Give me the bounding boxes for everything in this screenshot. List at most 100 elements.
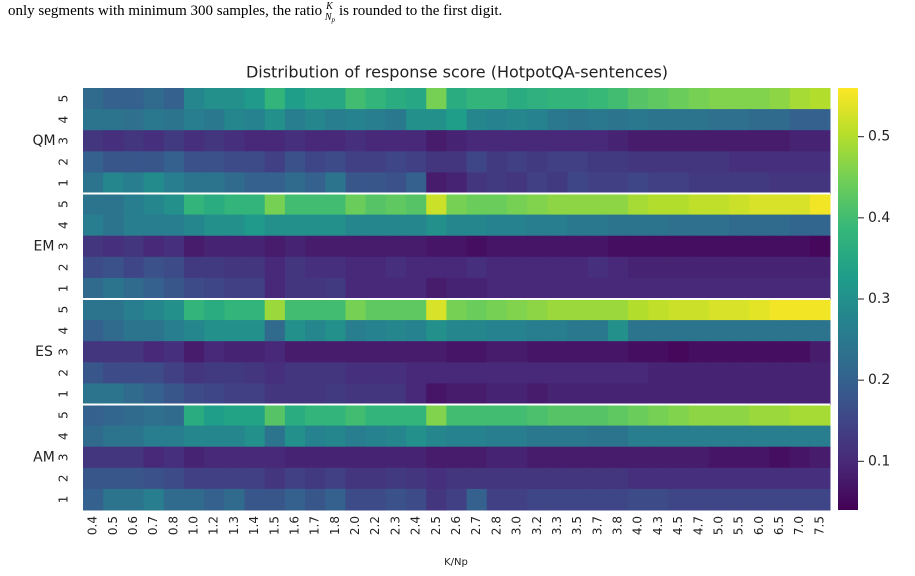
heatmap-cell <box>123 109 145 131</box>
heatmap-cell <box>163 446 185 469</box>
heatmap-cell <box>284 467 306 490</box>
heatmap-cell <box>183 109 205 131</box>
heatmap-cell <box>123 88 145 110</box>
heatmap-cell <box>769 235 791 258</box>
heatmap-cell <box>708 404 730 427</box>
heatmap-cell <box>244 151 266 173</box>
heatmap-cell <box>284 320 306 342</box>
heatmap-cell <box>103 425 124 448</box>
heatmap-cell <box>769 467 791 490</box>
x-tick-label: 1.3 <box>227 516 241 535</box>
heatmap-cell <box>587 362 609 384</box>
heatmap-cell <box>426 130 447 152</box>
heatmap-cell <box>123 235 145 258</box>
heatmap-cell <box>506 130 528 152</box>
heatmap-cell <box>506 383 528 405</box>
heatmap-cell <box>143 172 165 194</box>
caption-fraction: K <box>325 1 334 12</box>
heatmap-cell <box>668 130 690 152</box>
heatmap-cell <box>305 88 326 110</box>
heatmap-cell <box>385 109 407 131</box>
x-tick-label: 0.8 <box>166 516 180 535</box>
heatmap-cell <box>183 341 205 363</box>
heatmap-cell <box>648 109 669 131</box>
heatmap-cell <box>83 256 104 279</box>
heatmap-cell <box>809 383 831 405</box>
y-tick-label: 5 <box>57 95 71 103</box>
heatmap-cell <box>506 467 528 490</box>
y-tick-label: 4 <box>57 327 71 335</box>
caption-fraction: N <box>324 12 333 23</box>
heatmap-cell <box>446 130 468 152</box>
heatmap-cell <box>729 88 750 110</box>
heatmap-cell <box>668 214 690 237</box>
x-tick-label: 4.0 <box>631 516 645 535</box>
heatmap-cell <box>325 130 346 152</box>
heatmap-cell <box>224 277 246 300</box>
y-tick-label: 4 <box>57 221 71 229</box>
heatmap-cell <box>204 214 225 237</box>
heatmap-cell <box>305 235 326 258</box>
heatmap-cell <box>365 151 387 173</box>
heatmap-cell <box>83 214 104 237</box>
heatmap-cell <box>628 446 649 469</box>
heatmap-cell <box>385 256 407 279</box>
x-tick-label: 3.8 <box>611 516 625 535</box>
x-tick-label: 4.3 <box>651 516 665 535</box>
heatmap-cell <box>628 425 649 448</box>
heatmap-cell <box>527 341 548 363</box>
heatmap-cell <box>628 88 649 110</box>
heatmap-cell <box>183 256 205 279</box>
heatmap-cell <box>143 88 165 110</box>
heatmap-cell <box>587 88 609 110</box>
heatmap-cell <box>688 277 710 300</box>
heatmap-cell <box>547 151 569 173</box>
heatmap-cell <box>325 425 346 448</box>
heatmap-cell <box>587 425 609 448</box>
heatmap-cell <box>769 193 791 216</box>
heatmap-cell <box>527 425 548 448</box>
heatmap-cell <box>365 299 387 321</box>
heatmap-cell <box>365 88 387 110</box>
heatmap-cell <box>183 130 205 152</box>
heatmap-cell <box>708 320 730 342</box>
heatmap-cell <box>204 404 225 427</box>
heatmap-cell <box>183 235 205 258</box>
heatmap-cell <box>123 299 145 321</box>
heatmap-cell <box>527 488 548 511</box>
heatmap-cell <box>567 425 589 448</box>
heatmap-cell <box>648 446 669 469</box>
heatmap-cell <box>809 425 831 448</box>
x-tick-label: 1.5 <box>267 516 281 535</box>
heatmap-cell <box>284 151 306 173</box>
heatmap-cell <box>406 172 427 194</box>
heatmap-cell <box>446 299 468 321</box>
heatmap-cell <box>163 425 185 448</box>
heatmap-cell <box>103 235 124 258</box>
caption: only segments with minimum 300 samples, … <box>8 1 502 23</box>
heatmap-cell <box>567 467 589 490</box>
heatmap-cell <box>466 299 488 321</box>
heatmap-cell <box>325 256 346 279</box>
heatmap-cell <box>325 446 346 469</box>
heatmap-cell <box>224 214 246 237</box>
heatmap-cell <box>628 404 649 427</box>
heatmap-cell <box>607 172 629 194</box>
heatmap-cell <box>446 467 468 490</box>
heatmap-cell <box>527 130 548 152</box>
heatmap-cell <box>486 425 508 448</box>
heatmap-cell <box>486 172 508 194</box>
heatmap-cell <box>365 383 387 405</box>
x-tick-label: 2.6 <box>449 516 463 535</box>
heatmap-cell <box>264 214 286 237</box>
heatmap-cell <box>607 151 629 173</box>
heatmap-cell <box>83 109 104 131</box>
heatmap-cell <box>143 425 165 448</box>
heatmap-cell <box>567 277 589 300</box>
heatmap-cell <box>809 404 831 427</box>
heatmap-cell <box>567 151 589 173</box>
heatmap-cell <box>688 425 710 448</box>
heatmap-cell <box>789 214 811 237</box>
heatmap-cell <box>749 130 770 152</box>
